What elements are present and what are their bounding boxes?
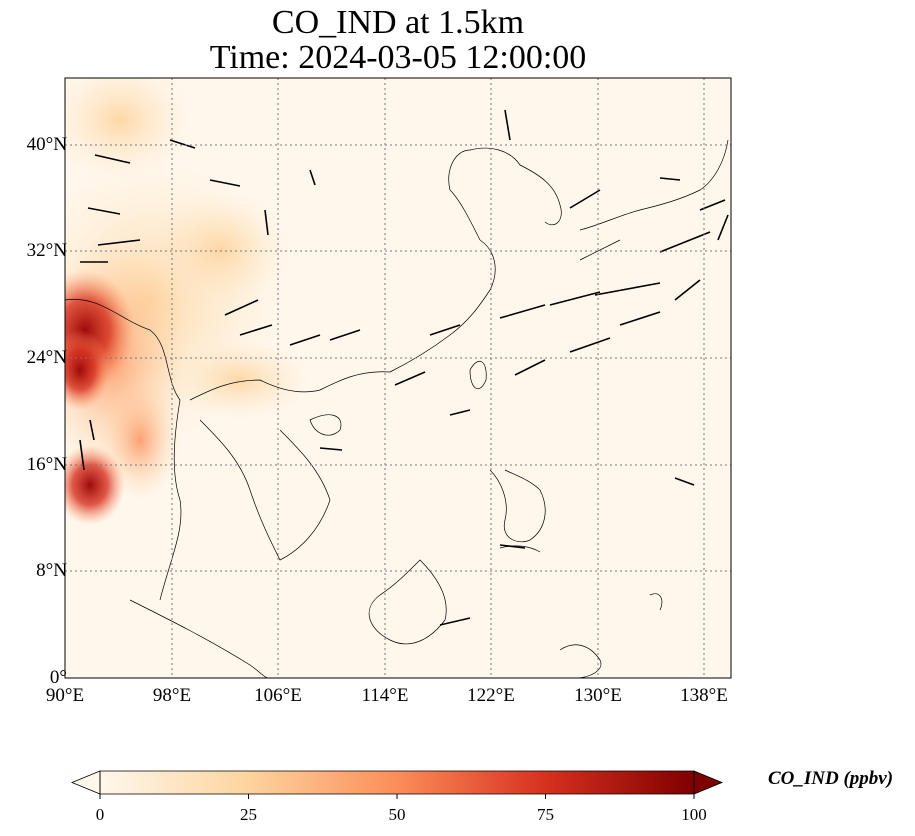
y-tick-label: 8°N	[36, 560, 67, 581]
plot-title-line2: Time: 2024-03-05 12:00:00	[209, 39, 587, 76]
concentration-field	[65, 78, 731, 678]
colorbar-body	[100, 771, 694, 794]
x-tick-label: 90°E	[45, 685, 85, 706]
colorbar-label: CO_IND (ppbv)	[768, 768, 894, 789]
wind-vectors	[79, 109, 729, 626]
plot-title-line1: CO_IND at 1.5km	[271, 4, 525, 41]
y-tick-label: 24°N	[26, 347, 67, 368]
y-tick-label: 40°N	[26, 134, 67, 155]
x-tick-label: 114°E	[361, 685, 409, 706]
x-tick-label: 98°E	[152, 685, 192, 706]
x-tick-label: 122°E	[467, 685, 515, 706]
colorbar-ticks	[99, 794, 695, 799]
colorbar-tick-label: 50	[388, 805, 406, 824]
colorbar-tick-label: 75	[537, 805, 554, 824]
x-tick-label: 106°E	[254, 685, 302, 706]
map-border	[64, 77, 732, 679]
y-tick-label: 32°N	[26, 240, 67, 261]
colorbar-extend-min	[70, 770, 101, 795]
y-tick-label: 16°N	[26, 454, 67, 475]
colorbar-tick-label: 100	[681, 805, 707, 824]
colorbar-tick-label: 25	[240, 805, 257, 824]
x-tick-label: 138°E	[680, 685, 728, 706]
colorbar-extend-max	[693, 770, 724, 795]
colorbar-tick-label: 0	[95, 805, 105, 824]
y-tick-label: 0°	[49, 667, 67, 688]
gridlines	[65, 78, 731, 678]
coastlines	[65, 139, 729, 678]
x-tick-label: 130°E	[574, 685, 622, 706]
